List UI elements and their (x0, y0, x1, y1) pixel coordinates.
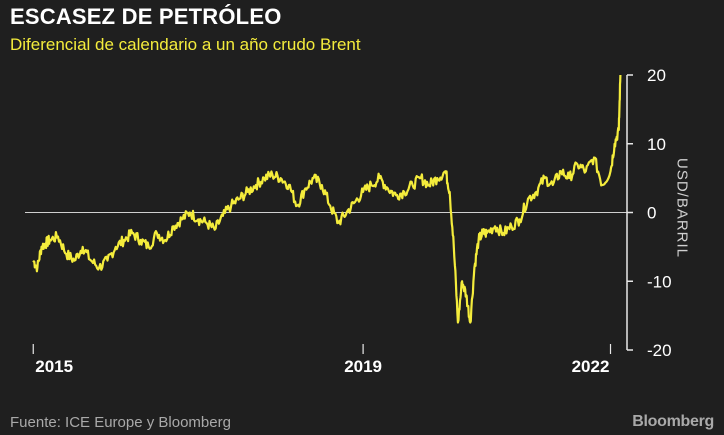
series-line-brent-spread (32, 74, 622, 324)
y-axis-label: USD/BARRIL (673, 157, 691, 259)
y-tick-label: -10 (647, 272, 672, 291)
y-tick-label: 0 (647, 204, 656, 223)
y-tick-label: -20 (647, 341, 672, 360)
y-tick-label: 20 (647, 66, 666, 85)
y-axis: 20 10 0 -10 -20 (627, 66, 672, 360)
chart-title: ESCASEZ DE PETRÓLEO (10, 4, 282, 29)
x-tick-label: 2019 (344, 357, 382, 376)
y-tick-label: 10 (647, 135, 666, 154)
chart-subtitle: Diferencial de calendario a un año crudo… (10, 35, 361, 54)
x-axis: 2015 2019 2022 (32, 344, 612, 376)
bloomberg-logo: Bloomberg (632, 413, 714, 430)
x-tick-label: 2022 (572, 357, 610, 376)
source-note: Fuente: ICE Europe y Bloomberg (10, 414, 231, 431)
x-tick-label: 2015 (35, 357, 73, 376)
